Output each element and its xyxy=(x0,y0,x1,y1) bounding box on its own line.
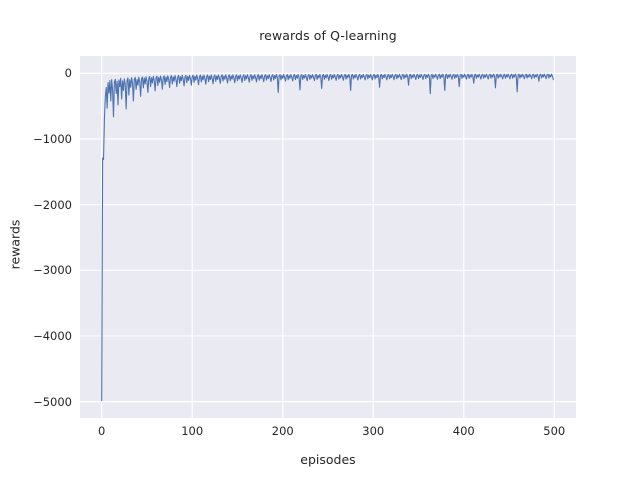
y-tick-label: 0 xyxy=(64,66,72,81)
reward-line-series xyxy=(80,56,576,418)
x-tick-label: 0 xyxy=(98,424,106,438)
y-tick-label: −4000 xyxy=(33,328,72,343)
y-axis-label: rewards xyxy=(7,219,23,270)
x-tick-label: 200 xyxy=(271,424,294,438)
x-axis-label: episodes xyxy=(300,452,356,467)
x-tick-label: 300 xyxy=(362,424,385,438)
plot-area xyxy=(80,56,576,418)
reward-line xyxy=(102,74,554,400)
grid-layer xyxy=(80,56,576,418)
x-tick-label: 500 xyxy=(543,424,566,438)
y-tick-label: −1000 xyxy=(33,132,72,147)
chart-title: rewards of Q-learning xyxy=(259,28,397,43)
x-tick-label: 100 xyxy=(181,424,204,438)
y-tick-label: −5000 xyxy=(33,394,72,409)
x-tick-label: 400 xyxy=(452,424,475,438)
